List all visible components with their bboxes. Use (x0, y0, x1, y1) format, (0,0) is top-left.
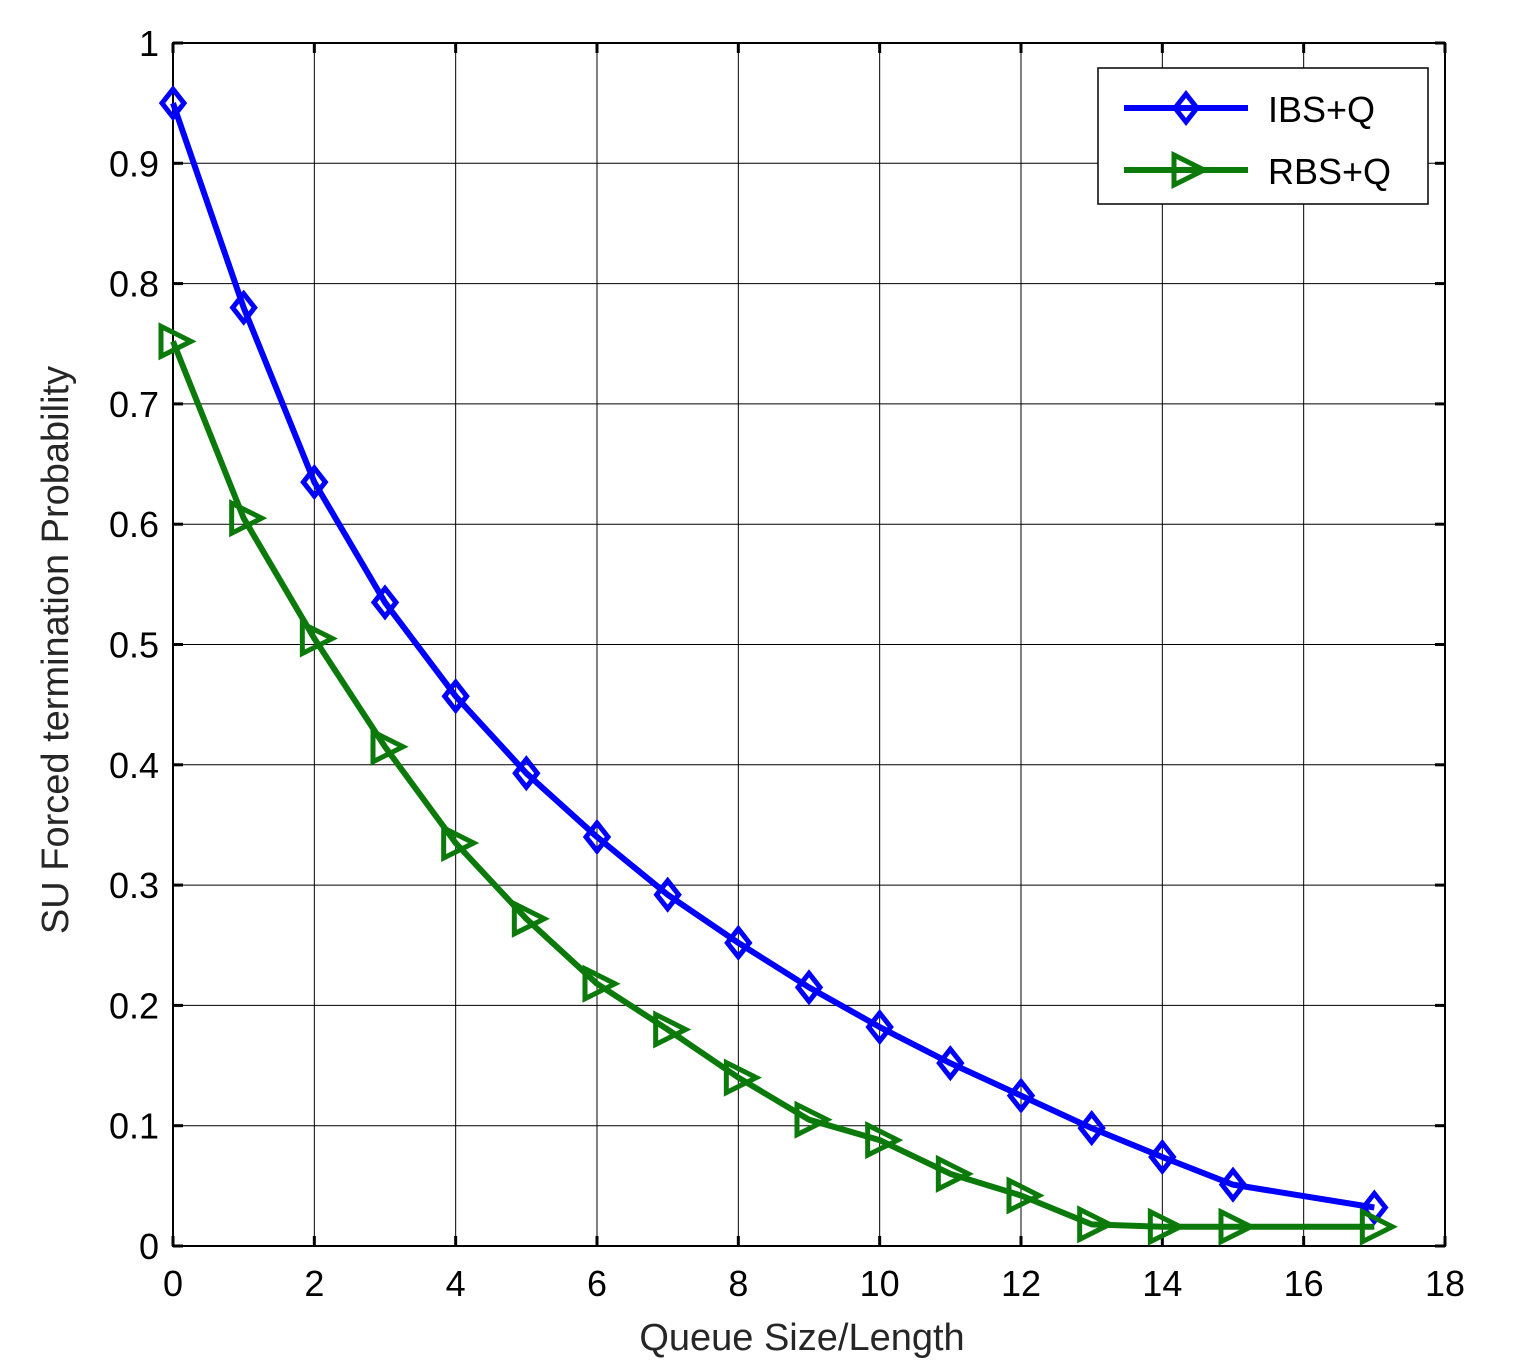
data-point-marker (1006, 1176, 1045, 1215)
series-line (170, 340, 1375, 1230)
data-point-marker (370, 727, 409, 766)
data-point-marker (299, 619, 338, 658)
x-tick-label: 12 (1001, 1263, 1041, 1304)
data-point-marker (1359, 1207, 1398, 1246)
x-tick-label: 18 (1425, 1263, 1465, 1304)
data-point-marker (229, 499, 268, 538)
data-point-marker (1006, 1077, 1036, 1114)
data-point-marker (1147, 1207, 1186, 1246)
data-point-marker (370, 584, 400, 621)
legend-box (1097, 67, 1429, 205)
x-tick-label: 6 (587, 1263, 607, 1304)
data-point-marker (865, 1009, 894, 1046)
y-tick-label: 0.2 (109, 985, 159, 1026)
data-point-marker (582, 964, 621, 1003)
data-point-marker (441, 823, 480, 863)
y-tick-label: 1 (139, 23, 159, 64)
data-point-marker (1148, 1138, 1177, 1176)
data-point-marker (300, 464, 329, 501)
y-tick-labels: 0 0.1 0.2 0.3 0.4 0.5 0.6 0.7 0.8 0.9 1 (109, 23, 159, 1267)
series-rbs-q (158, 322, 1398, 1246)
series-ibs-q (158, 85, 1389, 1226)
data-point-marker (1360, 1189, 1389, 1226)
x-tick-label: 10 (860, 1263, 900, 1304)
data-point-marker (723, 1058, 762, 1097)
y-tick-label: 0.3 (109, 865, 159, 906)
data-point-marker (794, 969, 824, 1006)
legend: IBS+Q RBS+Q (1097, 67, 1429, 205)
data-point-marker (724, 924, 753, 961)
x-tick-label: 2 (304, 1263, 324, 1304)
data-point-marker (511, 899, 550, 938)
data-point-marker (582, 818, 612, 856)
legend-marker-sample (1171, 150, 1210, 190)
legend-marker-sample (1171, 89, 1201, 127)
y-tick-label: 0.4 (109, 745, 159, 786)
y-tick-label: 0 (139, 1226, 159, 1267)
y-tick-label: 0.7 (109, 384, 159, 425)
legend-label-rbs-q: RBS+Q (1268, 151, 1391, 192)
plot-frame (172, 42, 1446, 1247)
data-point-marker (1077, 1110, 1106, 1147)
data-point-marker (1218, 1166, 1248, 1203)
x-tick-label: 16 (1284, 1263, 1324, 1304)
x-tick-label: 14 (1142, 1263, 1182, 1304)
data-point-marker (229, 289, 258, 326)
data-point-marker (1077, 1205, 1116, 1244)
data-point-marker (936, 1045, 965, 1082)
x-axis-title: Queue Size/Length (639, 1317, 964, 1359)
data-point-marker (1218, 1207, 1257, 1246)
y-tick-label: 0.9 (109, 143, 159, 184)
x-tick-label: 0 (163, 1263, 183, 1304)
series-line (170, 102, 1375, 1211)
x-tick-label: 8 (728, 1263, 748, 1304)
data-point-marker (158, 322, 197, 361)
y-tick-label: 0.8 (109, 264, 159, 305)
data-point-marker (653, 876, 682, 913)
data-point-marker (512, 755, 541, 792)
series (158, 85, 1398, 1246)
data-point-marker (158, 85, 188, 122)
y-axis-title: SU Forced termination Probability (35, 366, 77, 934)
data-point-marker (794, 1100, 833, 1139)
legend-label-ibs-q: IBS+Q (1268, 89, 1375, 130)
x-tick-label: 4 (446, 1263, 466, 1304)
data-point-marker (935, 1154, 974, 1193)
y-tick-label: 0.1 (109, 1106, 159, 1147)
data-point-marker (653, 1010, 692, 1049)
data-point-marker (865, 1121, 904, 1160)
y-tick-label: 0.6 (109, 504, 159, 545)
x-tick-labels: 0 2 4 6 8 10 12 14 16 18 (163, 1263, 1465, 1304)
legend-items (1124, 89, 1248, 190)
y-tick-label: 0.5 (109, 625, 159, 666)
data-point-marker (441, 678, 470, 715)
